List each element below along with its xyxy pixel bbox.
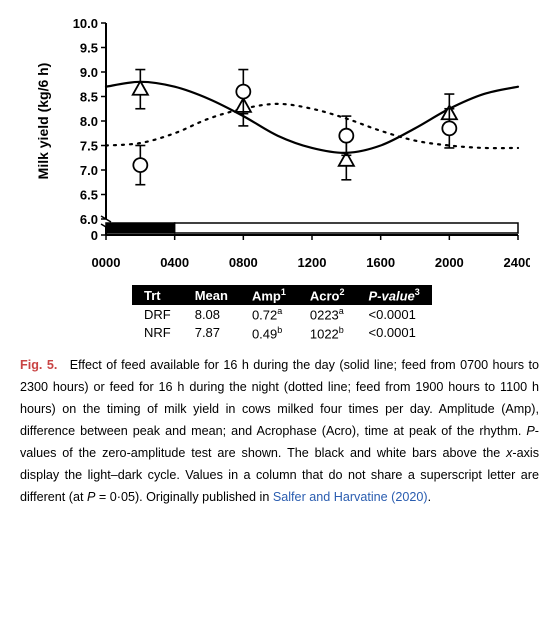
cell-trt: NRF [132, 324, 183, 342]
cell-acro: 1022b [298, 324, 357, 342]
cell-pval: <0.0001 [357, 305, 432, 323]
col-trt: Trt [132, 285, 183, 305]
svg-text:7.0: 7.0 [80, 163, 98, 178]
svg-text:8.5: 8.5 [80, 90, 98, 105]
svg-text:0800: 0800 [229, 255, 258, 270]
svg-text:Milk yield (kg/6 h): Milk yield (kg/6 h) [35, 63, 51, 180]
caption-text-5: . [428, 490, 432, 504]
cell-amp: 0.72a [240, 305, 298, 323]
table-row: NRF7.870.49b1022b<0.0001 [132, 324, 432, 342]
cell-mean: 8.08 [183, 305, 240, 323]
svg-text:9.5: 9.5 [80, 41, 98, 56]
cell-acro: 0223a [298, 305, 357, 323]
table-header-row: Trt Mean Amp1 Acro2 P-value3 [132, 285, 432, 305]
svg-text:6.0: 6.0 [80, 212, 98, 227]
svg-text:1600: 1600 [366, 255, 395, 270]
svg-text:10.0: 10.0 [73, 16, 98, 31]
col-amp: Amp1 [240, 285, 298, 305]
svg-text:0400: 0400 [160, 255, 189, 270]
col-pvalue: P-value3 [357, 285, 432, 305]
col-acro: Acro2 [298, 285, 357, 305]
figure-caption: Fig. 5. Effect of feed available for 16 … [20, 354, 539, 508]
svg-text:7.5: 7.5 [80, 139, 98, 154]
svg-text:8.0: 8.0 [80, 114, 98, 129]
milk-yield-chart: 6.06.57.07.58.08.59.09.510.0000000400080… [30, 15, 530, 277]
svg-text:6.5: 6.5 [80, 188, 98, 203]
svg-text:2000: 2000 [435, 255, 464, 270]
svg-text:2400: 2400 [504, 255, 530, 270]
cell-amp: 0.49b [240, 324, 298, 342]
figure-label: Fig. 5. [20, 358, 57, 372]
svg-text:1200: 1200 [298, 255, 327, 270]
chart-container: 6.06.57.07.58.08.59.09.510.0000000400080… [30, 15, 530, 277]
svg-text:0: 0 [91, 228, 98, 243]
col-mean: Mean [183, 285, 240, 305]
caption-pvalue: P [526, 424, 534, 438]
svg-text:0000: 0000 [92, 255, 121, 270]
cell-mean: 7.87 [183, 324, 240, 342]
cell-trt: DRF [132, 305, 183, 323]
caption-text-4: = 0·05). Originally published in [95, 490, 272, 504]
stats-table: Trt Mean Amp1 Acro2 P-value3 DRF8.080.72… [132, 285, 432, 342]
cell-pval: <0.0001 [357, 324, 432, 342]
svg-text:9.0: 9.0 [80, 65, 98, 80]
table-row: DRF8.080.72a0223a<0.0001 [132, 305, 432, 323]
caption-text-1: Effect of feed available for 16 h during… [20, 358, 539, 438]
citation-link: Salfer and Harvatine (2020) [273, 490, 428, 504]
